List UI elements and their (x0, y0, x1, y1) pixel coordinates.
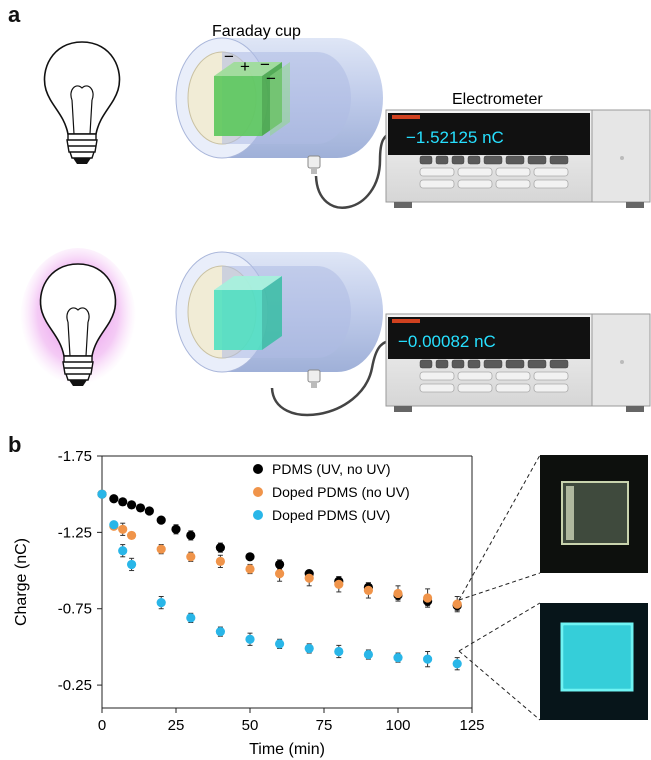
bulb-uv-icon (20, 248, 136, 392)
data-point-series-1 (363, 585, 373, 595)
legend-marker (253, 487, 263, 497)
charged-sample-cube (214, 62, 290, 136)
data-point-series-0 (156, 515, 166, 525)
x-tick-label: 75 (316, 717, 333, 734)
faraday-cup-uv (175, 251, 384, 389)
data-point-series-0 (215, 543, 225, 553)
faraday-cup-charged: − + − − (175, 37, 384, 175)
cable (270, 338, 393, 417)
charge-decay-chart: 0 25 50 75 100 125 -1.75 -1.25 -0.75 -0.25 PDMS (… (13, 448, 485, 758)
legend-label: Doped PDMS (UV) (272, 507, 390, 523)
x-tick-label: 25 (168, 717, 185, 734)
data-point-series-0 (275, 559, 285, 570)
chart-legend: PDMS (UV, no UV) Doped PDMS (no UV) Doped … (253, 461, 410, 523)
x-tick-label: 125 (459, 717, 484, 734)
faraday-cup-label: Faraday cup (212, 23, 301, 40)
data-point-series-2 (304, 643, 314, 654)
x-tick-label: 0 (98, 717, 106, 734)
data-point-series-0 (109, 494, 119, 504)
y-tick-label: -0.25 (58, 677, 92, 694)
legend-label: Doped PDMS (no UV) (272, 484, 410, 500)
electrometer-label: Electrometer (452, 91, 543, 108)
data-point-series-1 (118, 524, 128, 534)
data-point-series-2 (393, 653, 403, 663)
data-point-series-1 (127, 530, 137, 541)
cube-charge-sign: − (224, 47, 234, 66)
experiment-illustration: − + − − Faraday cup Electrometer −1.5212… (20, 23, 651, 417)
legend-marker (253, 464, 263, 474)
data-point-series-1 (334, 579, 344, 589)
legend-label: PDMS (UV, no UV) (272, 461, 391, 477)
data-point-series-0 (171, 524, 181, 534)
y-tick-label: -0.75 (58, 601, 92, 618)
data-point-series-0 (118, 497, 128, 507)
data-point-series-1 (393, 588, 403, 599)
photo-uv (540, 603, 648, 720)
cable (314, 130, 393, 209)
data-point-series-2 (423, 654, 433, 664)
data-point-series-1 (245, 564, 255, 574)
bulb-off-icon (43, 41, 121, 165)
data-point-series-1 (304, 573, 314, 583)
data-point-series-1 (156, 544, 166, 554)
data-point-series-0 (186, 530, 196, 541)
cube-charge-sign: − (260, 55, 270, 74)
data-point-series-1 (452, 599, 462, 609)
panel-a-letter: a (8, 2, 21, 27)
data-point-series-2 (452, 659, 462, 669)
electrometer-reading: −0.00082 nC (398, 332, 496, 351)
legend-marker (253, 510, 263, 520)
uv-sample-cube (214, 276, 282, 350)
data-point-series-1 (215, 556, 225, 566)
data-point-series-1 (186, 552, 196, 562)
data-point-series-2 (245, 634, 255, 644)
data-point-series-1 (275, 569, 285, 579)
electrometer-bottom: −0.00082 nC (385, 313, 651, 413)
y-tick-label: -1.75 (58, 448, 92, 465)
sample-photos (458, 454, 648, 721)
electrometer-top: −1.52125 nC (385, 109, 651, 209)
y-tick-label: -1.25 (58, 524, 92, 541)
photo-no-uv (540, 455, 648, 573)
data-point-series-2 (186, 613, 196, 623)
data-point-series-0 (144, 506, 154, 516)
cube-charge-sign: + (240, 57, 250, 76)
x-axis-title: Time (min) (249, 741, 325, 758)
x-tick-label: 100 (385, 717, 410, 734)
data-point-series-2 (109, 520, 119, 530)
data-point-series-2 (127, 559, 137, 570)
data-point-series-2 (334, 646, 344, 657)
data-point-series-0 (127, 500, 137, 510)
cube-charge-sign: − (266, 69, 276, 88)
x-tick-label: 50 (242, 717, 259, 734)
data-point-series-2 (275, 639, 285, 649)
data-point-series-1 (423, 593, 433, 603)
data-point-series-2 (363, 649, 373, 660)
electrometer-reading: −1.52125 nC (406, 128, 504, 147)
data-point-series-2 (97, 489, 107, 499)
data-point-series-0 (245, 552, 255, 562)
panel-b-letter: b (8, 432, 22, 457)
data-point-series-2 (215, 627, 225, 637)
data-point-series-2 (118, 546, 128, 556)
data-point-series-0 (135, 503, 146, 513)
data-point-series-2 (156, 598, 166, 608)
y-axis-title: Charge (nC) (13, 538, 30, 626)
